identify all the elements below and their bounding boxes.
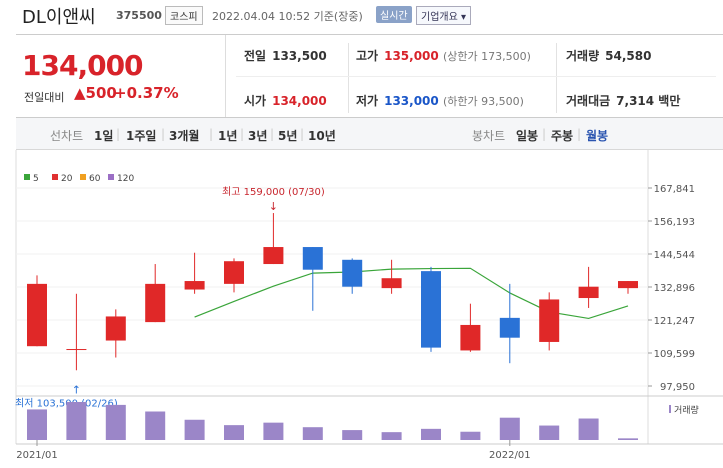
chart-toolbar: 선차트 1일 | 1주일 | 3개월 | 1년 | 3년 | 5년 | 10년 …	[16, 118, 723, 150]
price-change-pct: +0.37%	[114, 84, 179, 102]
legend-label-5: 5	[33, 174, 39, 184]
low-price: 저가 133,000 (하한가 93,500)	[356, 94, 524, 108]
volume-bar	[105, 404, 126, 440]
y-tick-label: 121,247	[654, 316, 695, 327]
period-1w[interactable]: 1주일	[126, 129, 157, 143]
candle-body	[184, 281, 205, 290]
high-price: 고가 135,000 (상한가 173,500)	[356, 49, 531, 63]
quote-panel: 134,000 전일대비 ▲500 +0.37% 전일 133,500 고가 135…	[16, 34, 723, 118]
volume-legend-label: 거래량	[674, 404, 699, 416]
volume-bar	[421, 428, 441, 440]
candle-body	[499, 317, 520, 338]
y-tick-label: 109,599	[654, 349, 695, 360]
candle-body	[539, 299, 560, 342]
legend-swatch-60	[80, 174, 86, 180]
period-3y[interactable]: 3년	[248, 129, 268, 143]
candle-daily[interactable]: 일봉	[516, 129, 539, 143]
volume-bar	[539, 425, 560, 440]
open-price: 시가 134,000	[244, 94, 327, 108]
candle-body	[460, 324, 481, 351]
change-label: 전일대비	[24, 91, 65, 104]
candle-body	[66, 349, 87, 351]
legend-label-20: 20	[61, 174, 73, 184]
price-block: 134,000 전일대비 ▲500 +0.37%	[16, 35, 226, 117]
volume-bar	[578, 418, 599, 440]
y-tick-label: 97,950	[660, 382, 695, 393]
legend-swatch-20	[52, 174, 58, 180]
volume-bar	[66, 402, 87, 440]
y-tick-label: 144,544	[654, 250, 695, 261]
volume-bar	[224, 425, 244, 440]
timestamp: 2022.04.04 10:52 기준(장중)	[212, 10, 363, 23]
candle-body	[224, 261, 244, 284]
trade-amount: 거래대금 7,314 백만	[566, 94, 681, 108]
candle-body	[145, 283, 166, 323]
max-price-label: 최고 159,000 (07/30)	[222, 186, 325, 198]
volume-bar	[381, 432, 402, 440]
candle-body	[342, 259, 363, 287]
candle-body	[578, 286, 599, 299]
y-tick-label: 132,896	[654, 283, 695, 294]
volume-bar	[184, 419, 205, 440]
volume: 거래량 54,580	[566, 49, 652, 63]
volume-bar	[145, 411, 166, 440]
market-badge: 코스피	[165, 6, 203, 25]
line-chart-label: 선차트	[50, 129, 84, 143]
y-tick-label: 167,841	[654, 184, 695, 195]
y-tick-label: 156,193	[654, 217, 695, 228]
stock-name: DL이앤씨	[22, 7, 96, 28]
ma5-line	[194, 267, 629, 320]
max-arrow-icon: ↓	[269, 200, 278, 213]
realtime-button[interactable]: 실시간	[376, 6, 412, 23]
candle-weekly[interactable]: 주봉	[551, 129, 574, 143]
current-price: 134,000	[22, 49, 144, 82]
stock-code: 375500	[116, 9, 162, 22]
candle-body	[105, 316, 126, 341]
price-change: ▲500	[74, 84, 117, 102]
period-1d[interactable]: 1일	[94, 129, 114, 143]
candle-body	[381, 278, 402, 289]
candle-body	[618, 281, 638, 289]
company-overview-dropdown[interactable]: 기업개요 ▾	[416, 6, 471, 25]
quote-table: 전일 133,500 고가 135,000 (상한가 173,500) 거래량 54,…	[226, 35, 723, 117]
volume-bar	[618, 438, 638, 440]
min-arrow-icon: ↑	[72, 383, 81, 396]
candle-monthly[interactable]: 월봉	[586, 129, 609, 143]
period-3m[interactable]: 3개월	[169, 129, 200, 143]
prev-close: 전일 133,500	[244, 49, 327, 63]
volume-bar	[302, 427, 323, 440]
period-5y[interactable]: 5년	[278, 129, 298, 143]
volume-bar	[27, 409, 47, 440]
legend-swatch-120	[108, 174, 114, 180]
period-10y[interactable]: 10년	[308, 129, 336, 143]
legend-swatch-5	[24, 174, 30, 180]
volume-bar	[263, 422, 284, 440]
period-1y[interactable]: 1년	[218, 129, 238, 143]
volume-legend-swatch	[669, 405, 671, 413]
candle-body	[263, 247, 284, 265]
candle-body	[27, 283, 47, 347]
legend-label-60: 60	[89, 174, 101, 184]
candle-body	[421, 271, 441, 348]
volume-bar	[460, 431, 481, 440]
legend-label-120: 120	[117, 174, 134, 184]
candle-chart-label: 봉차트	[472, 129, 506, 143]
x-tick-label: 2021/01	[16, 450, 58, 461]
volume-bar	[499, 417, 520, 440]
x-tick-label: 2022/01	[489, 450, 531, 461]
stock-header: DL이앤씨 375500 코스피 2022.04.04 10:52 기준(장중)…	[0, 0, 723, 30]
volume-bar	[342, 430, 363, 440]
candle-body	[302, 247, 323, 270]
